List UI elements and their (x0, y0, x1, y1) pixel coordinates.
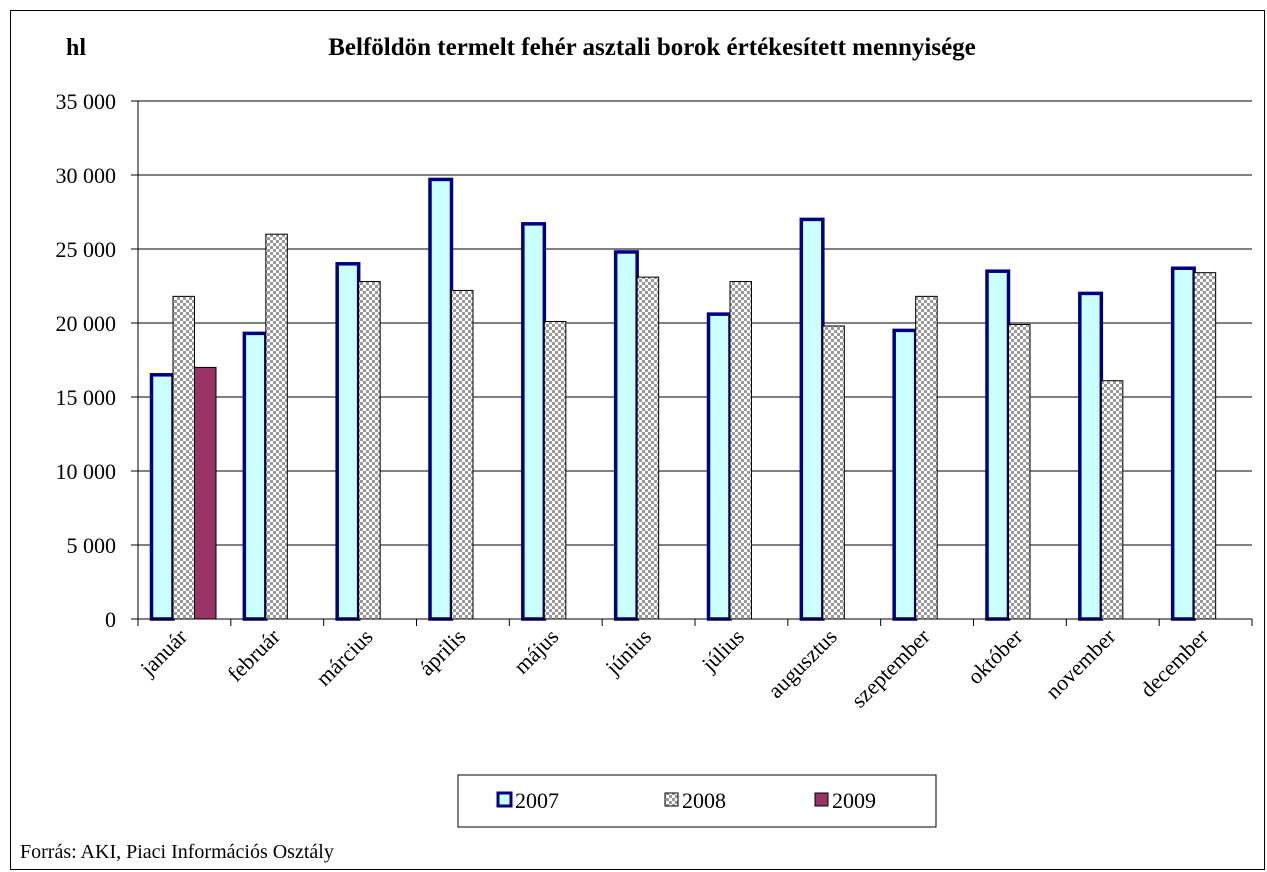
y-axis-ticks: 0 5 000 10 000 15 000 20 000 25 000 30 000 35 0… (56, 89, 138, 632)
bar-2008-január (172, 295, 195, 620)
x-tick-label: október (962, 623, 1028, 689)
bar-2007-február (242, 331, 268, 621)
x-tick-label: július (696, 624, 749, 677)
gridlines (138, 100, 1252, 546)
x-tick-label: április (414, 624, 471, 681)
y-tick-label: 20 000 (56, 311, 117, 336)
bar-2008-október (1008, 323, 1031, 620)
x-tick-label: május (508, 624, 563, 679)
bar-2008-november (1100, 380, 1124, 620)
y-tick-label: 30 000 (56, 163, 117, 188)
x-tick-label: november (1040, 623, 1120, 703)
bar-2008-április (451, 289, 474, 620)
x-tick-label: szeptember (846, 623, 935, 712)
x-tick-label: december (1135, 623, 1214, 702)
bars (149, 177, 1217, 621)
x-axis-ticks: január február március április május június jú… (135, 619, 1253, 712)
bar-2007-szeptember (892, 328, 918, 621)
bar-2008-július (729, 281, 752, 620)
bar-2009-január (194, 366, 217, 620)
x-tick-label: június (600, 624, 656, 680)
bar-2007-augusztus (799, 217, 825, 621)
bar-2008-május (543, 321, 567, 620)
y-tick-label: 0 (105, 607, 116, 632)
bar-2008-szeptember (915, 295, 938, 620)
bar-2008-augusztus (822, 325, 845, 620)
bar-2008-február (265, 233, 288, 620)
x-tick-label: január (135, 623, 193, 681)
legend-label-2008: 2008 (682, 788, 726, 813)
bar-2007-május (521, 222, 547, 621)
legend-swatch-2007 (496, 791, 513, 808)
y-axis-label: hl (66, 35, 86, 61)
y-tick-label: 35 000 (56, 89, 117, 114)
x-tick-label: március (311, 624, 378, 691)
bar-2007-április (428, 177, 454, 621)
bar-2007-december (1170, 266, 1196, 621)
y-tick-label: 10 000 (56, 459, 117, 484)
y-tick-label: 5 000 (67, 533, 117, 558)
bar-2008-december (1193, 272, 1217, 620)
bar-2007-november (1078, 291, 1104, 621)
legend: 2007 2008 2009 (457, 774, 937, 828)
y-tick-label: 25 000 (56, 237, 117, 262)
bar-2007-március (335, 262, 361, 621)
legend-box (457, 774, 937, 828)
x-tick-label: február (222, 623, 285, 686)
bar-2007-október (985, 269, 1011, 621)
chart-title: Belföldön termelt fehér asztali borok ér… (328, 34, 976, 61)
bar-2007-január (149, 373, 175, 621)
bar-2008-június (636, 276, 660, 620)
bar-2008-március (358, 281, 381, 620)
legend-swatch-2008 (664, 792, 679, 807)
legend-label-2009: 2009 (832, 788, 876, 813)
source-note: Forrás: AKI, Piaci Információs Osztály (20, 841, 334, 863)
legend-swatch-2009 (814, 792, 829, 807)
x-tick-label: augusztus (763, 624, 842, 703)
bar-2007-június (613, 250, 639, 621)
y-tick-label: 15 000 (56, 385, 117, 410)
bar-2007-július (706, 312, 732, 621)
chart-frame (10, 10, 1265, 870)
legend-label-2007: 2007 (515, 788, 559, 813)
